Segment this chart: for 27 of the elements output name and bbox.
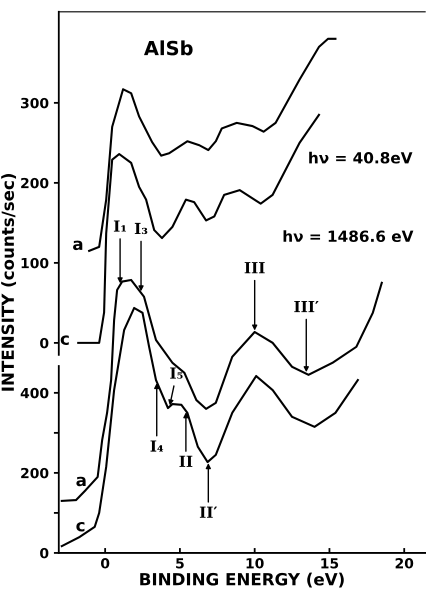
annotation: II [179,456,192,467]
annotation: hν = 40.8eV [309,152,412,164]
y-tick-label: 0 [40,548,48,558]
y-axis-title: INTENSITY (counts/sec) [1,174,16,391]
annotation: I₅ [170,368,183,379]
y-tick-label: 200 [21,468,48,478]
x-tick-label: 15 [321,558,338,569]
x-tick-label: 0 [100,558,110,569]
annotation: I₁ [114,220,126,232]
annotation: III′ [294,300,319,312]
y2-tick-label: 100 [22,258,48,268]
annotation: III [244,262,265,274]
series-label: a [76,476,86,486]
annotation: hν = 1486.6 eV [284,230,414,242]
x-tick-label: 10 [246,558,264,569]
x-axis-title: BINDING ENERGY (eV) [140,572,344,588]
x-tick-label: 20 [396,558,414,569]
annotation: I₄ [150,440,164,452]
y2-tick-label: 300 [21,98,48,108]
y-tick-label: 400 [20,388,48,398]
text: AlSb [144,40,193,56]
annotation: II′ [200,506,218,518]
series-label: c [76,522,84,532]
series-label: a [73,240,82,250]
annotation: I₃ [134,222,148,234]
x-tick-label: 5 [176,558,184,569]
series-label: c [60,335,69,345]
